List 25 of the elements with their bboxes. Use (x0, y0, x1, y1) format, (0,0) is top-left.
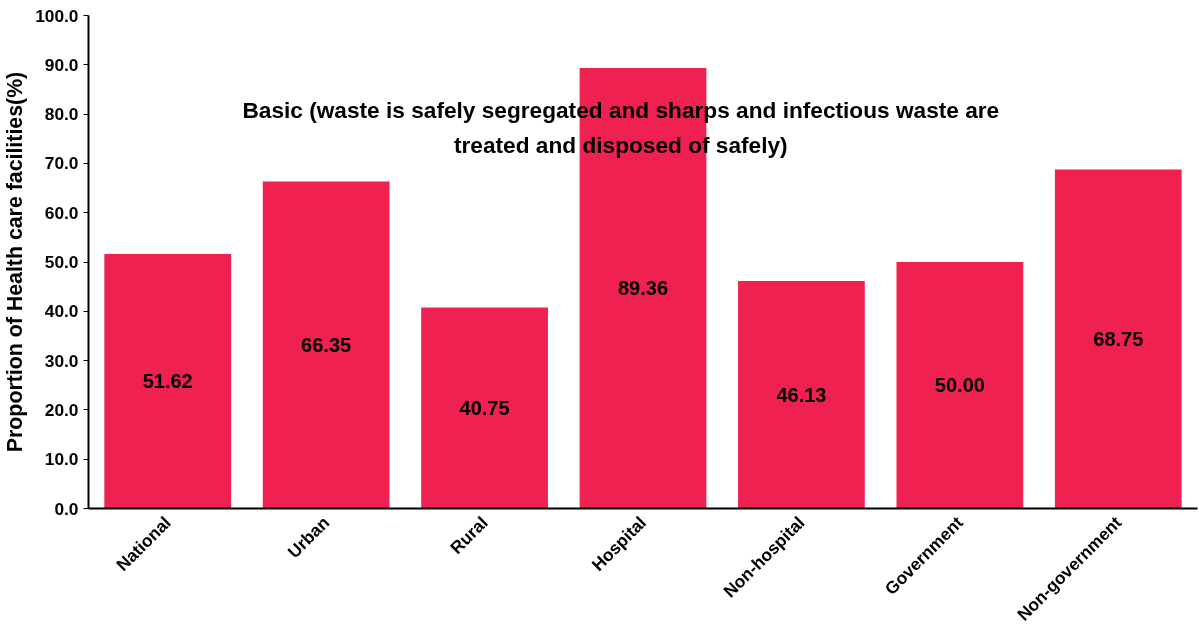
bar (104, 254, 232, 509)
y-tick-label: 20.0 (44, 399, 79, 420)
y-tick-label: 70.0 (44, 153, 79, 174)
data-label: 66.35 (301, 333, 352, 356)
bar (738, 281, 865, 509)
y-tick-label: 30.0 (44, 350, 79, 371)
bar (1054, 169, 1182, 509)
bar (421, 307, 548, 509)
data-label: 46.13 (776, 383, 827, 406)
y-tick-label: 90.0 (44, 54, 79, 75)
bar (896, 262, 1024, 509)
y-tick-label: 100.0 (35, 5, 79, 26)
data-label: 51.62 (142, 370, 193, 393)
y-tick-label: 50.0 (44, 252, 79, 272)
y-tick-label: 0.0 (54, 498, 79, 519)
y-tick-label: 80.0 (44, 104, 79, 125)
bar (262, 181, 390, 509)
data-label: 50.00 (934, 374, 985, 397)
y-tick-label: 40.0 (44, 301, 79, 322)
y-tick-label: 10.0 (44, 449, 79, 470)
data-label: 40.75 (459, 397, 510, 420)
data-label: 68.75 (1093, 328, 1144, 351)
y-axis-title: Proportion of Health care facilities(%) (3, 71, 28, 453)
data-label: 89.36 (617, 277, 669, 300)
y-tick-label: 60.0 (44, 202, 79, 223)
